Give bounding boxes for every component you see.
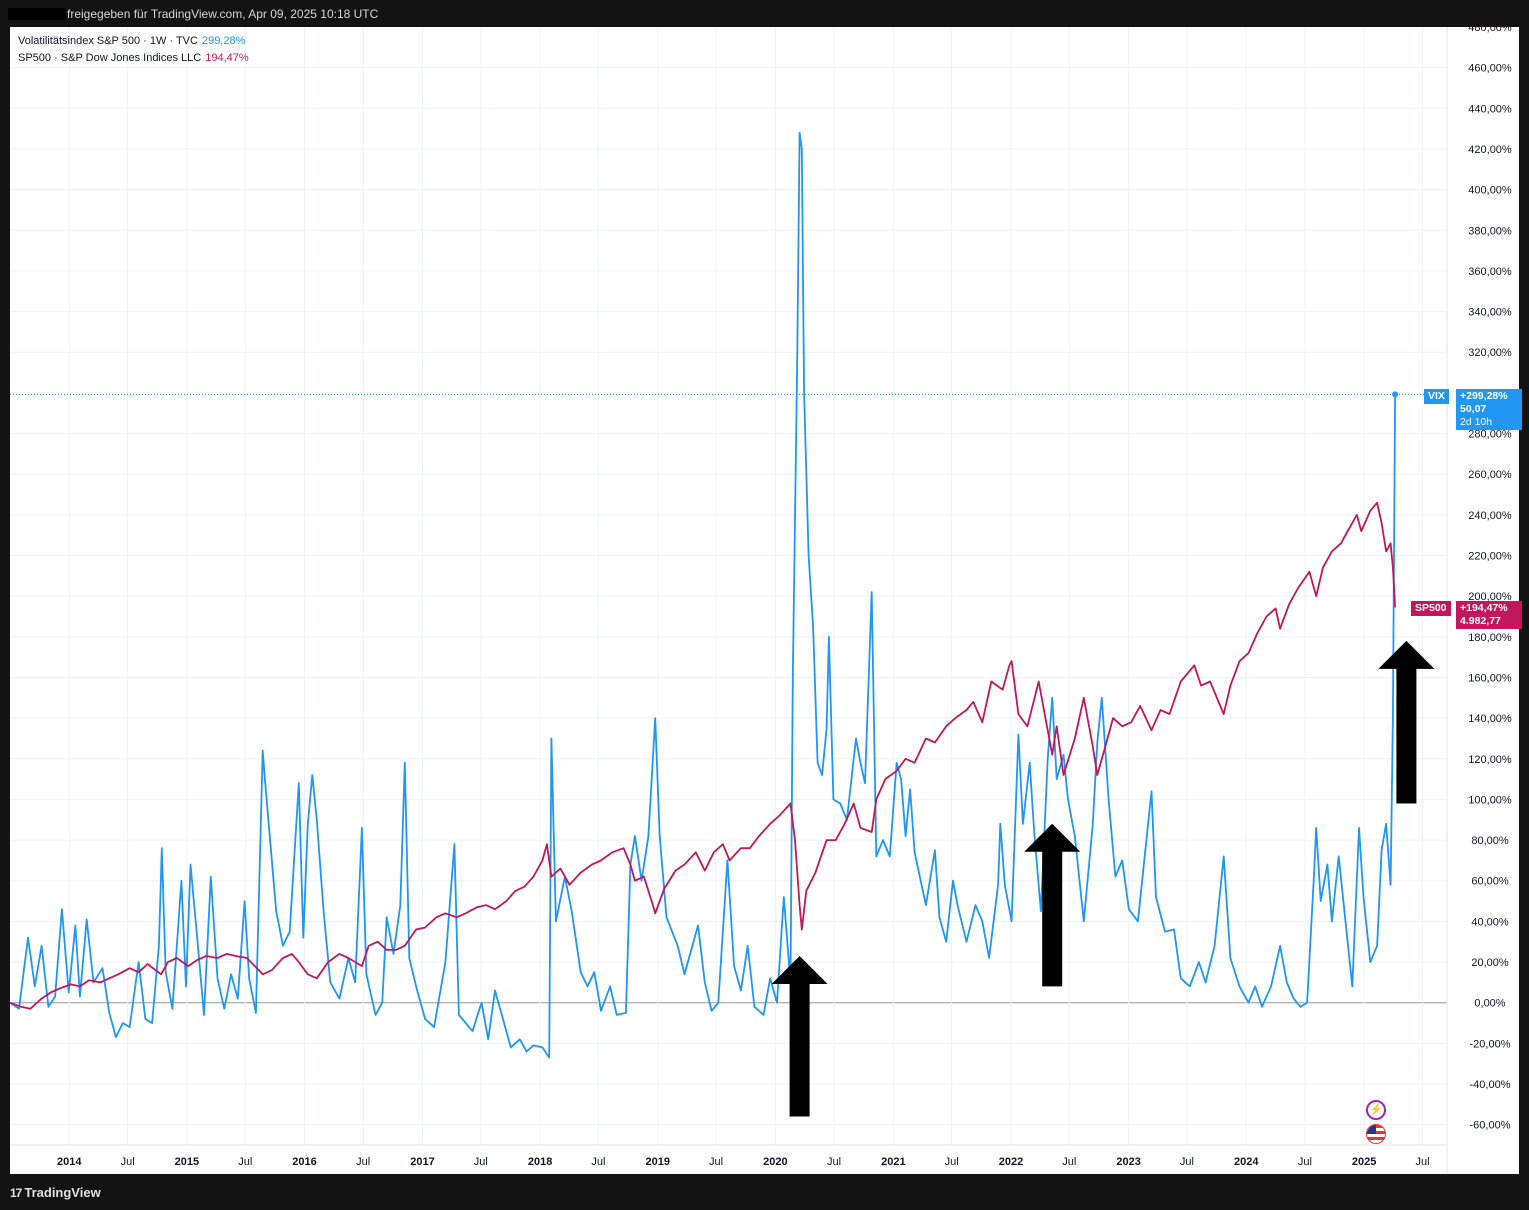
- y-tick-label: 180,00%: [1468, 632, 1512, 644]
- y-tick-label: 20,00%: [1471, 957, 1509, 969]
- y-tick-label: 440,00%: [1468, 103, 1512, 115]
- x-tick-label: 2020: [763, 1156, 787, 1168]
- legend-spx-name: SP500 · S&P Dow Jones Indices LLC: [18, 52, 202, 64]
- x-tick-label: 2021: [881, 1156, 905, 1168]
- vix-price: 50,07: [1460, 403, 1487, 415]
- y-tick-label: 140,00%: [1468, 713, 1512, 725]
- x-tick-label: 2016: [292, 1156, 316, 1168]
- y-tick-label: 420,00%: [1468, 144, 1512, 156]
- x-tick-label: 2017: [410, 1156, 434, 1168]
- y-tick-label: 320,00%: [1468, 347, 1512, 359]
- x-tick-label: Jul: [121, 1156, 135, 1168]
- tradingview-mark-icon: 17: [10, 1186, 22, 1200]
- shared-info: freigegeben für TradingView.com, Apr 09,…: [67, 7, 379, 21]
- x-tick-label: 2024: [1234, 1156, 1259, 1168]
- x-tick-label: Jul: [1062, 1156, 1076, 1168]
- tradingview-brand: TradingView: [24, 1185, 101, 1200]
- y-tick-label: 0,00%: [1474, 998, 1505, 1010]
- y-tick-label: 400,00%: [1468, 185, 1512, 197]
- x-tick-label: Jul: [1298, 1156, 1312, 1168]
- up-arrow-annotation: [1378, 640, 1435, 804]
- x-tick-label: 2014: [57, 1156, 82, 1168]
- x-tick-label: Jul: [238, 1156, 252, 1168]
- tradingview-logo[interactable]: 17 TradingView: [10, 1185, 101, 1200]
- y-tick-label: 340,00%: [1468, 307, 1512, 319]
- y-tick-label: 480,00%: [1468, 27, 1512, 34]
- x-tick-label: Jul: [1415, 1156, 1429, 1168]
- legend-vix-name: Volatilitätsindex S&P 500 · 1W · TVC: [18, 35, 198, 47]
- y-tick-label: 380,00%: [1468, 225, 1512, 237]
- chart-plot[interactable]: 480,00% 460,00% 440,00% 420,00% 400,00% 380,0…: [10, 27, 1519, 1174]
- x-tick-label: Jul: [356, 1156, 370, 1168]
- vix-symbol-tag: VIX: [1424, 389, 1449, 404]
- y-tick-label: 280,00%: [1468, 429, 1512, 441]
- y-tick-label: 40,00%: [1471, 916, 1509, 928]
- legend-spx[interactable]: SP500 · S&P Dow Jones Indices LLC 194,47%: [18, 52, 249, 64]
- chart-frame[interactable]: 480,00% 460,00% 440,00% 420,00% 400,00% 380,0…: [10, 27, 1522, 1174]
- x-tick-label: 2018: [528, 1156, 552, 1168]
- y-tick-label: 460,00%: [1468, 63, 1512, 75]
- x-tick-label: 2022: [999, 1156, 1023, 1168]
- sp500-series-line: [10, 501, 1396, 1010]
- x-tick-label: Jul: [591, 1156, 605, 1168]
- spx-price: 4.982,77: [1460, 615, 1501, 627]
- x-tick-label: 2023: [1116, 1156, 1140, 1168]
- up-arrow-annotation: [1024, 823, 1081, 987]
- x-tick-label: 2019: [646, 1156, 670, 1168]
- y-tick-label: -20,00%: [1470, 1038, 1511, 1050]
- y-tick-label: 160,00%: [1468, 672, 1512, 684]
- redacted-username: [8, 8, 66, 20]
- footer-bar: 17 TradingView: [0, 1176, 1529, 1210]
- legend-spx-value: 194,47%: [205, 52, 249, 64]
- x-tick-label: Jul: [945, 1156, 959, 1168]
- up-arrow-annotation: [771, 956, 828, 1117]
- spx-symbol-tag: SP500: [1411, 601, 1451, 616]
- y-tick-label: 220,00%: [1468, 551, 1512, 563]
- vix-countdown: 2d 10h: [1460, 416, 1493, 428]
- y-tick-label: 360,00%: [1468, 266, 1512, 278]
- x-tick-label: 2025: [1352, 1156, 1376, 1168]
- y-tick-label: 60,00%: [1471, 876, 1509, 888]
- vix-series-line: [10, 131, 1396, 1059]
- spx-pct: +194,47%: [1460, 602, 1508, 614]
- y-tick-label: 200,00%: [1468, 591, 1512, 603]
- us-flag-icon[interactable]: [1366, 1124, 1386, 1144]
- y-tick-label: 260,00%: [1468, 469, 1512, 481]
- y-tick-label: 100,00%: [1468, 794, 1512, 806]
- y-tick-label: 80,00%: [1471, 835, 1509, 847]
- y-tick-label: 120,00%: [1468, 754, 1512, 766]
- legend-vix-value: 299,28%: [201, 35, 246, 47]
- x-tick-label: 2015: [175, 1156, 199, 1168]
- vix-last-point: [1392, 391, 1399, 398]
- vix-pct: +299,28%: [1460, 390, 1508, 402]
- x-tick-label: Jul: [474, 1156, 488, 1168]
- x-tick-label: Jul: [1180, 1156, 1194, 1168]
- header-bar: freigegeben für TradingView.com, Apr 09,…: [0, 0, 1529, 26]
- spx-price-tag: +194,47% 4.982,77: [1456, 601, 1522, 629]
- vix-price-tag: +299,28% 50,07 2d 10h: [1456, 389, 1522, 430]
- y-tick-label: 240,00%: [1468, 510, 1512, 522]
- y-tick-label: -40,00%: [1470, 1079, 1511, 1091]
- legend-vix[interactable]: Volatilitätsindex S&P 500 · 1W · TVC 299,…: [18, 35, 245, 47]
- y-tick-label: -60,00%: [1470, 1120, 1511, 1132]
- x-tick-label: Jul: [827, 1156, 841, 1168]
- x-tick-label: Jul: [709, 1156, 723, 1168]
- lightning-icon[interactable]: ⚡: [1366, 1100, 1386, 1120]
